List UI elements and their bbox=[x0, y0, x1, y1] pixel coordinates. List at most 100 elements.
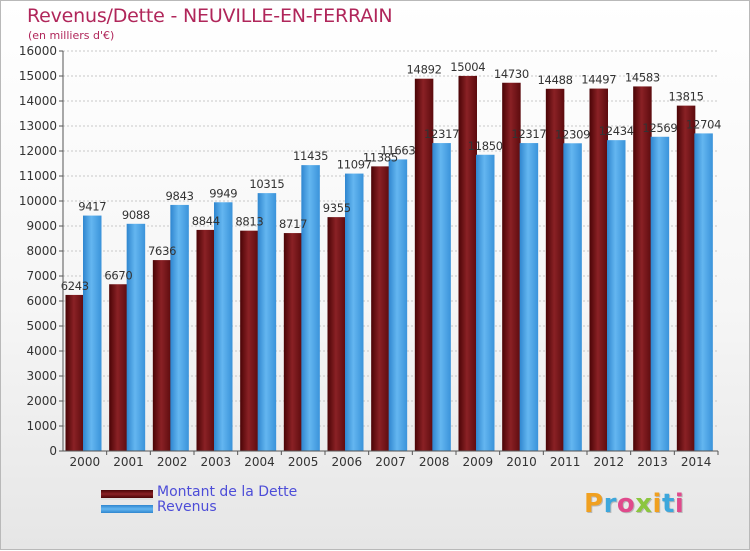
bar-debt bbox=[327, 217, 346, 451]
bar-debt bbox=[676, 105, 696, 451]
legend-swatch-debt bbox=[101, 490, 153, 500]
bar-revenue bbox=[301, 165, 320, 451]
legend-label-debt: Montant de la Dette bbox=[157, 484, 298, 500]
value-label-revenue: 12704 bbox=[686, 117, 721, 131]
y-tick-label: 7000 bbox=[26, 269, 57, 283]
value-label-revenue: 9843 bbox=[166, 189, 194, 203]
bar-revenue bbox=[388, 159, 408, 452]
value-label-revenue: 9088 bbox=[122, 208, 150, 222]
legend-label-revenue: Revenus bbox=[157, 499, 217, 515]
logo-letter: r bbox=[603, 489, 617, 519]
y-tick-label: 13000 bbox=[19, 119, 57, 133]
bar-debt bbox=[152, 260, 172, 451]
y-tick-label: 8000 bbox=[26, 244, 57, 258]
y-tick-label: 0 bbox=[49, 444, 57, 458]
bar-debt bbox=[65, 294, 84, 451]
value-label-revenue: 12317 bbox=[511, 127, 546, 141]
x-tick-label: 2003 bbox=[201, 455, 232, 469]
value-label-debt: 6243 bbox=[61, 279, 89, 293]
proxiti-logo: Proxiti bbox=[584, 489, 684, 519]
value-label-revenue: 12434 bbox=[599, 124, 634, 138]
bar-debt bbox=[502, 82, 521, 451]
logo-letter: x bbox=[635, 489, 653, 519]
x-tick-label: 2001 bbox=[113, 455, 144, 469]
bar-revenue bbox=[694, 133, 713, 451]
x-tick-label: 2014 bbox=[681, 455, 712, 469]
y-tick-label: 10000 bbox=[19, 194, 57, 208]
bar-debt bbox=[240, 230, 259, 451]
value-label-revenue: 12317 bbox=[424, 127, 459, 141]
x-tick-label: 2009 bbox=[463, 455, 494, 469]
value-label-revenue: 11663 bbox=[380, 143, 415, 157]
value-label-debt: 8813 bbox=[235, 215, 263, 229]
value-label-revenue: 11850 bbox=[468, 139, 503, 153]
y-tick-label: 15000 bbox=[19, 69, 57, 83]
y-tick-label: 2000 bbox=[26, 394, 57, 408]
y-tick-label: 1000 bbox=[26, 419, 57, 433]
y-tick-label: 14000 bbox=[19, 94, 57, 108]
x-tick-label: 2013 bbox=[637, 455, 668, 469]
value-label-revenue: 9949 bbox=[209, 186, 237, 200]
chart-subtitle: (en milliers d'€) bbox=[28, 29, 115, 42]
logo-letter: t bbox=[661, 489, 675, 519]
x-tick-label: 2012 bbox=[594, 455, 625, 469]
logo-letter: i bbox=[674, 489, 685, 519]
value-label-debt: 14583 bbox=[625, 70, 660, 84]
bar-debt bbox=[545, 88, 565, 452]
bar-revenue bbox=[126, 223, 146, 451]
x-tick-label: 2007 bbox=[375, 455, 406, 469]
bar-debt bbox=[589, 88, 608, 451]
bar-debt bbox=[196, 229, 215, 451]
chart-title: Revenus/Dette - NEUVILLE-EN-FERRAIN bbox=[27, 5, 393, 27]
value-label-revenue: 12309 bbox=[555, 127, 590, 141]
y-tick-label: 9000 bbox=[26, 219, 57, 233]
value-label-debt: 9355 bbox=[323, 201, 351, 215]
bar-revenue bbox=[83, 215, 102, 451]
y-tick-label: 11000 bbox=[19, 169, 57, 183]
value-label-revenue: 10315 bbox=[249, 177, 284, 191]
logo-letter: o bbox=[616, 489, 636, 519]
x-tick-label: 2008 bbox=[419, 455, 450, 469]
bar-revenue bbox=[563, 143, 582, 451]
bar-debt bbox=[458, 75, 477, 452]
bar-revenue bbox=[432, 143, 451, 451]
value-label-debt: 11385 bbox=[363, 150, 398, 164]
value-label-debt: 14730 bbox=[494, 67, 529, 81]
axes-group: 0 1000 2000 3000 4000 5000 6000 7000 8000 9000 100… bbox=[19, 44, 719, 469]
value-label-revenue: 12569 bbox=[642, 121, 677, 135]
x-tick-label: 2005 bbox=[288, 455, 319, 469]
value-label-debt: 14892 bbox=[407, 63, 442, 77]
bar-debt bbox=[109, 284, 128, 451]
bar-revenue bbox=[476, 154, 495, 451]
y-tick-label: 3000 bbox=[26, 369, 57, 383]
y-tick-label: 4000 bbox=[26, 344, 57, 358]
value-label-debt: 7636 bbox=[148, 244, 176, 258]
bar-debt bbox=[633, 86, 652, 452]
y-tick-label: 6000 bbox=[26, 294, 57, 308]
bar-revenue bbox=[214, 202, 233, 451]
bar-revenue bbox=[519, 143, 539, 451]
y-tick-label: 5000 bbox=[26, 319, 57, 333]
bar-debt bbox=[414, 78, 434, 451]
value-label-debt: 6670 bbox=[104, 268, 132, 282]
x-tick-label: 2011 bbox=[550, 455, 581, 469]
bar-revenue bbox=[345, 173, 364, 451]
x-tick-label: 2006 bbox=[332, 455, 363, 469]
value-label-revenue: 11435 bbox=[293, 149, 328, 163]
x-tick-label: 2004 bbox=[244, 455, 275, 469]
value-label-debt: 14488 bbox=[538, 73, 573, 87]
value-label-debt: 13815 bbox=[669, 90, 704, 104]
bar-revenue bbox=[650, 136, 670, 451]
value-labels-group: 6243 9417 6670 9088 7636 9843 8844 9949 8813 1031… bbox=[61, 60, 722, 293]
bar-revenue bbox=[257, 193, 277, 451]
x-tick-label: 2002 bbox=[157, 455, 188, 469]
logo-letter: P bbox=[584, 489, 604, 519]
value-label-debt: 8717 bbox=[279, 217, 307, 231]
x-tick-label: 2010 bbox=[506, 455, 537, 469]
legend-swatch-revenue bbox=[101, 505, 153, 513]
bar-revenue bbox=[170, 204, 189, 451]
value-label-debt: 14497 bbox=[581, 73, 616, 87]
value-label-revenue: 11097 bbox=[337, 158, 372, 172]
